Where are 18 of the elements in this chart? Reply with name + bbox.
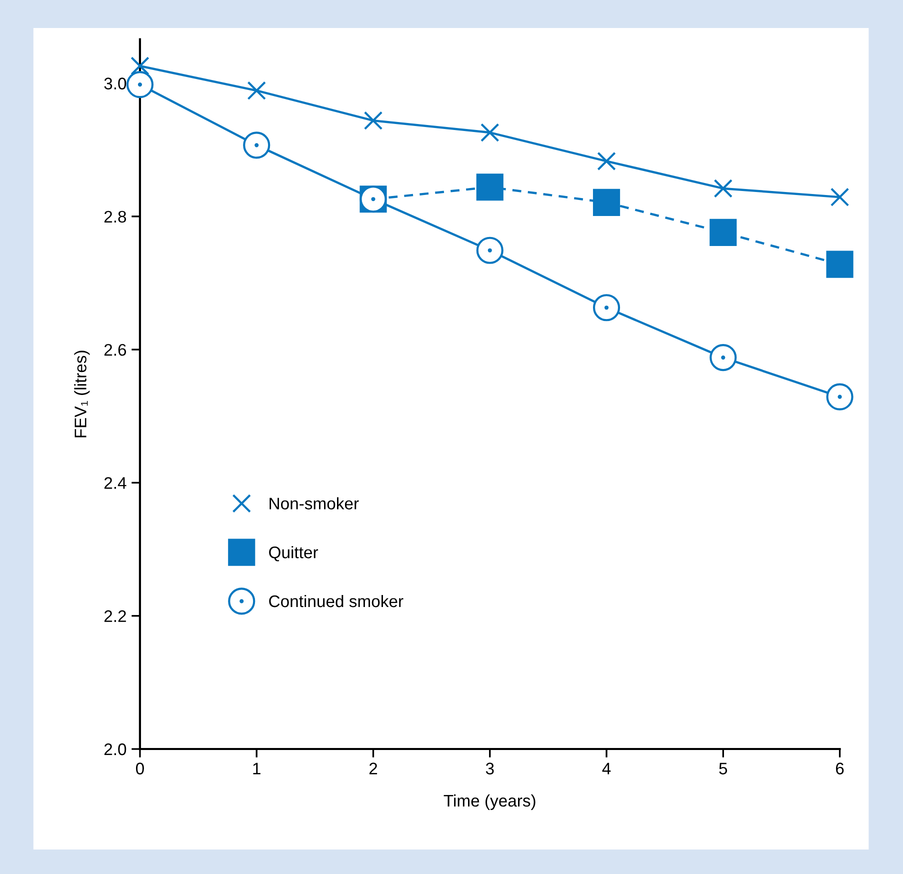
x-tick-label: 3 [486, 762, 494, 774]
x-tick-label: 4 [602, 762, 611, 774]
x-tick-label: 1 [253, 762, 260, 774]
legend-label: Quitter [269, 546, 318, 562]
x-tick-label: 0 [136, 762, 144, 774]
y-axis-title: FEV₁ (litres) [74, 350, 90, 438]
y-tick-label: 2.6 [104, 344, 126, 356]
y-tick-label: 2.4 [104, 477, 126, 489]
x-tick-label: 5 [719, 762, 728, 774]
y-tick-label: 2.8 [104, 210, 126, 223]
y-tick-label: 2.2 [104, 610, 126, 622]
x-tick-label: 6 [836, 762, 844, 774]
legend-label: Non-smoker [270, 497, 359, 510]
y-tick-label: 3.0 [104, 78, 126, 90]
x-axis-title: Time (years) [444, 794, 536, 810]
x-tick-label: 2 [369, 762, 378, 774]
legend-label: Continued smoker [269, 594, 404, 608]
y-tick-label: 2.0 [104, 743, 126, 756]
